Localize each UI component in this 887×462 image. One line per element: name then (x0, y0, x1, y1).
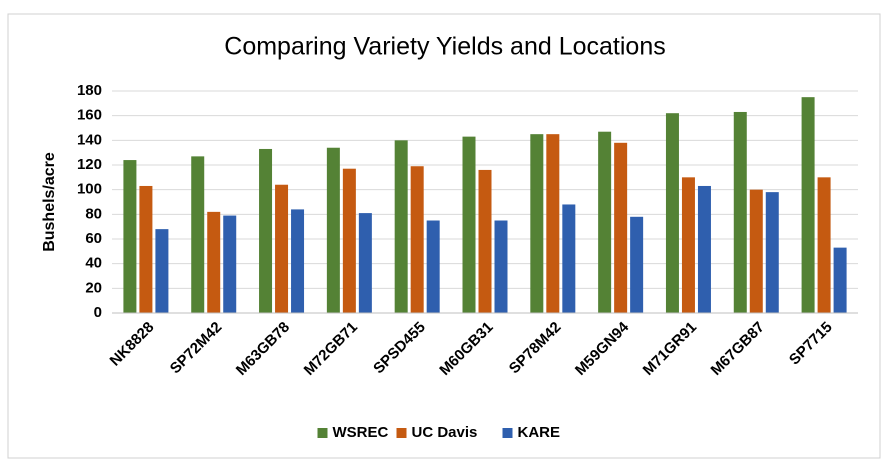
legend-swatch (502, 428, 513, 438)
chart-title: Comparing Variety Yields and Locations (224, 33, 665, 61)
bar (562, 204, 576, 313)
legend-swatch (317, 428, 328, 438)
bar (223, 215, 237, 313)
chart-frame (7, 13, 881, 459)
legend-label: WSREC (333, 424, 389, 441)
bar (358, 213, 372, 313)
bar (259, 148, 273, 313)
bar (833, 247, 847, 313)
bar (191, 156, 205, 313)
bar (765, 192, 779, 313)
y-tick-label: 80 (85, 205, 102, 222)
legend-swatch (396, 428, 407, 438)
y-tick-label: 40 (85, 255, 102, 272)
y-tick-label: 100 (77, 181, 102, 198)
bar (123, 160, 137, 313)
bar (478, 169, 492, 313)
bar (598, 131, 612, 313)
bar (410, 166, 424, 313)
legend-label: KARE (518, 424, 561, 441)
bar (530, 134, 544, 313)
y-tick-label: 120 (77, 156, 102, 173)
y-tick-label: 180 (77, 82, 102, 99)
bar (817, 177, 831, 313)
y-tick-label: 140 (77, 131, 102, 148)
y-axis-label: Bushels/acre (41, 152, 58, 252)
bar (155, 229, 169, 313)
bar (275, 184, 289, 313)
y-tick-label: 160 (77, 107, 102, 124)
bar (426, 220, 440, 313)
bar (665, 113, 679, 313)
bar (630, 216, 644, 313)
bar (394, 140, 408, 313)
bar (614, 142, 628, 313)
bar (342, 168, 356, 313)
bar (291, 209, 305, 313)
y-tick-label: 0 (94, 304, 102, 321)
bar (697, 185, 711, 313)
legend-label: UC Davis (412, 424, 478, 441)
bar (139, 185, 153, 313)
bar (494, 220, 508, 313)
bar (733, 111, 747, 313)
y-tick-label: 20 (85, 279, 102, 296)
bar (801, 97, 815, 314)
bar (749, 189, 763, 313)
bar (326, 147, 340, 313)
y-tick-label: 60 (85, 230, 102, 247)
bar (546, 134, 560, 313)
bar (462, 136, 476, 313)
bar (681, 177, 695, 313)
bar (207, 211, 221, 313)
